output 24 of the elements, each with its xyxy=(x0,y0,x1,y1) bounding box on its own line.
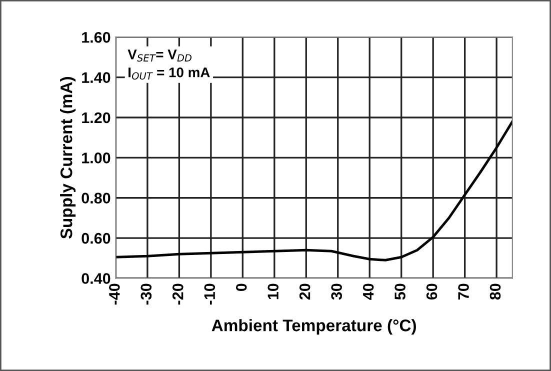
y-tick-label: 0.40 xyxy=(82,273,110,284)
line-series xyxy=(116,120,512,262)
x-tick-label: 0 xyxy=(236,284,247,292)
x-tick-label: 60 xyxy=(426,284,438,300)
x-tick-label: -10 xyxy=(204,284,216,305)
y-tick-label: 1.20 xyxy=(82,112,110,124)
x-tick-label: 30 xyxy=(331,284,342,300)
x-tick-label: 40 xyxy=(362,284,374,300)
x-axis-title: Ambient Temperature (°C) xyxy=(212,319,416,335)
x-tick-label: 20 xyxy=(299,284,310,300)
x-tick-label: -40 xyxy=(108,284,120,305)
x-tick-label: 70 xyxy=(458,284,469,300)
y-tick-label: 1.60 xyxy=(82,32,110,43)
y-tick-label: 1.40 xyxy=(82,72,110,83)
y-axis-title: Supply Current (mA) xyxy=(60,77,76,239)
x-tick-label: 10 xyxy=(268,284,278,300)
y-tick-label: 0.80 xyxy=(82,192,110,204)
x-tick-label: -30 xyxy=(140,284,152,305)
y-tick-label: 0.60 xyxy=(82,232,110,244)
y-tick-label: 1.00 xyxy=(82,152,110,164)
x-tick-label: 80 xyxy=(490,284,501,300)
x-tick-label: 50 xyxy=(394,284,406,300)
x-tick-label: -20 xyxy=(172,284,184,305)
text: V$_{SET}$= V$_{DD}$ I$_{OUT}$ = 10 mA xyxy=(128,50,210,80)
